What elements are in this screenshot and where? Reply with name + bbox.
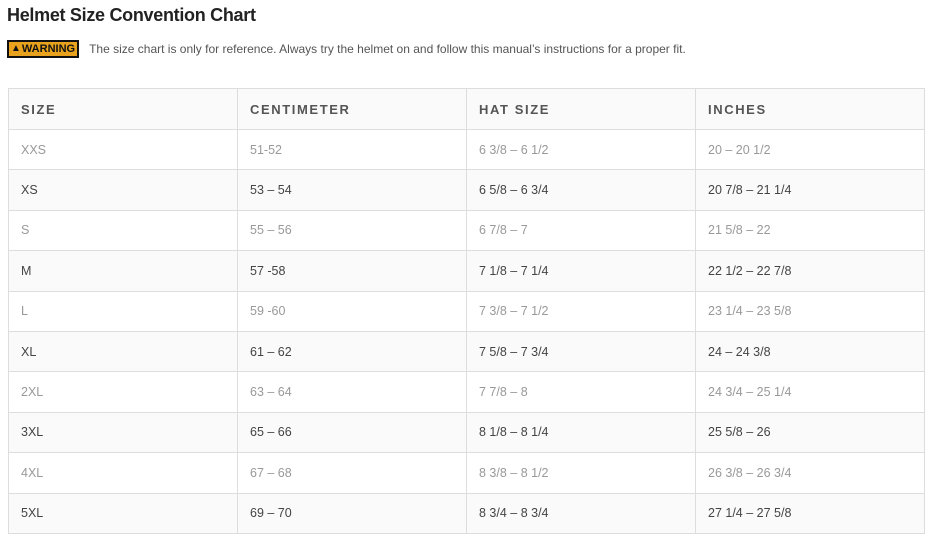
column-header-centimeter: CENTIMETER <box>237 88 467 130</box>
table-cell: 6 7/8 – 7 <box>466 209 696 252</box>
table-cell: 6 5/8 – 6 3/4 <box>466 169 696 211</box>
table-cell: 5XL <box>8 492 238 534</box>
table-cell: 7 1/8 – 7 1/4 <box>466 250 696 292</box>
table-cell: 27 1/4 – 27 5/8 <box>695 492 925 534</box>
table-row: 3XL 65 – 66 8 1/8 – 8 1/4 25 5/8 – 26 <box>8 411 925 454</box>
column-header-inches: INCHES <box>695 88 925 130</box>
table-cell: 23 1/4 – 23 5/8 <box>695 290 925 332</box>
table-cell: XS <box>8 169 238 211</box>
table-cell: 7 5/8 – 7 3/4 <box>466 330 696 373</box>
table-cell: S <box>8 209 238 252</box>
table-header-row: SIZE CENTIMETER HAT SIZE INCHES <box>8 88 925 130</box>
table-cell: 25 5/8 – 26 <box>695 411 925 454</box>
table-cell: 21 5/8 – 22 <box>695 209 925 252</box>
page-title: Helmet Size Convention Chart <box>7 5 256 25</box>
table-cell: 24 3/4 – 25 1/4 <box>695 371 925 413</box>
table-row: XL 61 – 62 7 5/8 – 7 3/4 24 – 24 3/8 <box>8 330 925 373</box>
table-cell: XXS <box>8 128 238 171</box>
table-cell: L <box>8 290 238 332</box>
table-cell: 20 7/8 – 21 1/4 <box>695 169 925 211</box>
table-cell: 2XL <box>8 371 238 413</box>
column-header-hat-size: HAT SIZE <box>466 88 696 130</box>
table-cell: 3XL <box>8 411 238 454</box>
table-cell: 53 – 54 <box>237 169 467 211</box>
table-cell: 65 – 66 <box>237 411 467 454</box>
table-cell: 69 – 70 <box>237 492 467 534</box>
table-cell: 8 1/8 – 8 1/4 <box>466 411 696 454</box>
table-cell: XL <box>8 330 238 373</box>
size-table: SIZE CENTIMETER HAT SIZE INCHES XXS 51-52 6 3… <box>8 88 925 534</box>
table-cell: 26 3/8 – 26 3/4 <box>695 452 925 494</box>
table-cell: M <box>8 250 238 292</box>
warning-triangle-icon: ▲ <box>11 43 21 54</box>
table-cell: 55 – 56 <box>237 209 467 252</box>
column-header-size: SIZE <box>8 88 238 130</box>
table-cell: 59 -60 <box>237 290 467 332</box>
table-row: XXS 51-52 6 3/8 – 6 1/2 20 – 20 1/2 <box>8 128 925 171</box>
table-cell: 57 -58 <box>237 250 467 292</box>
table-cell: 4XL <box>8 452 238 494</box>
table-cell: 6 3/8 – 6 1/2 <box>466 128 696 171</box>
table-cell: 8 3/8 – 8 1/2 <box>466 452 696 494</box>
table-row: L 59 -60 7 3/8 – 7 1/2 23 1/4 – 23 5/8 <box>8 290 925 332</box>
table-row: XS 53 – 54 6 5/8 – 6 3/4 20 7/8 – 21 1/4 <box>8 169 925 211</box>
table-cell: 20 – 20 1/2 <box>695 128 925 171</box>
table-cell: 67 – 68 <box>237 452 467 494</box>
table-row: 2XL 63 – 64 7 7/8 – 8 24 3/4 – 25 1/4 <box>8 371 925 413</box>
table-cell: 8 3/4 – 8 3/4 <box>466 492 696 534</box>
table-cell: 7 3/8 – 7 1/2 <box>466 290 696 332</box>
table-row: S 55 – 56 6 7/8 – 7 21 5/8 – 22 <box>8 209 925 252</box>
table-row: 5XL 69 – 70 8 3/4 – 8 3/4 27 1/4 – 27 5/8 <box>8 492 925 534</box>
warning-text: The size chart is only for reference. Al… <box>89 42 686 56</box>
table-cell: 63 – 64 <box>237 371 467 413</box>
table-cell: 24 – 24 3/8 <box>695 330 925 373</box>
warning-notice: ▲ WARNING The size chart is only for ref… <box>7 40 686 58</box>
table-cell: 7 7/8 – 8 <box>466 371 696 413</box>
table-row: 4XL 67 – 68 8 3/8 – 8 1/2 26 3/8 – 26 3/4 <box>8 452 925 494</box>
warning-badge-label: WARNING <box>21 43 76 55</box>
table-cell: 61 – 62 <box>237 330 467 373</box>
table-cell: 22 1/2 – 22 7/8 <box>695 250 925 292</box>
table-cell: 51-52 <box>237 128 467 171</box>
warning-badge: ▲ WARNING <box>7 40 80 58</box>
table-row: M 57 -58 7 1/8 – 7 1/4 22 1/2 – 22 7/8 <box>8 250 925 292</box>
